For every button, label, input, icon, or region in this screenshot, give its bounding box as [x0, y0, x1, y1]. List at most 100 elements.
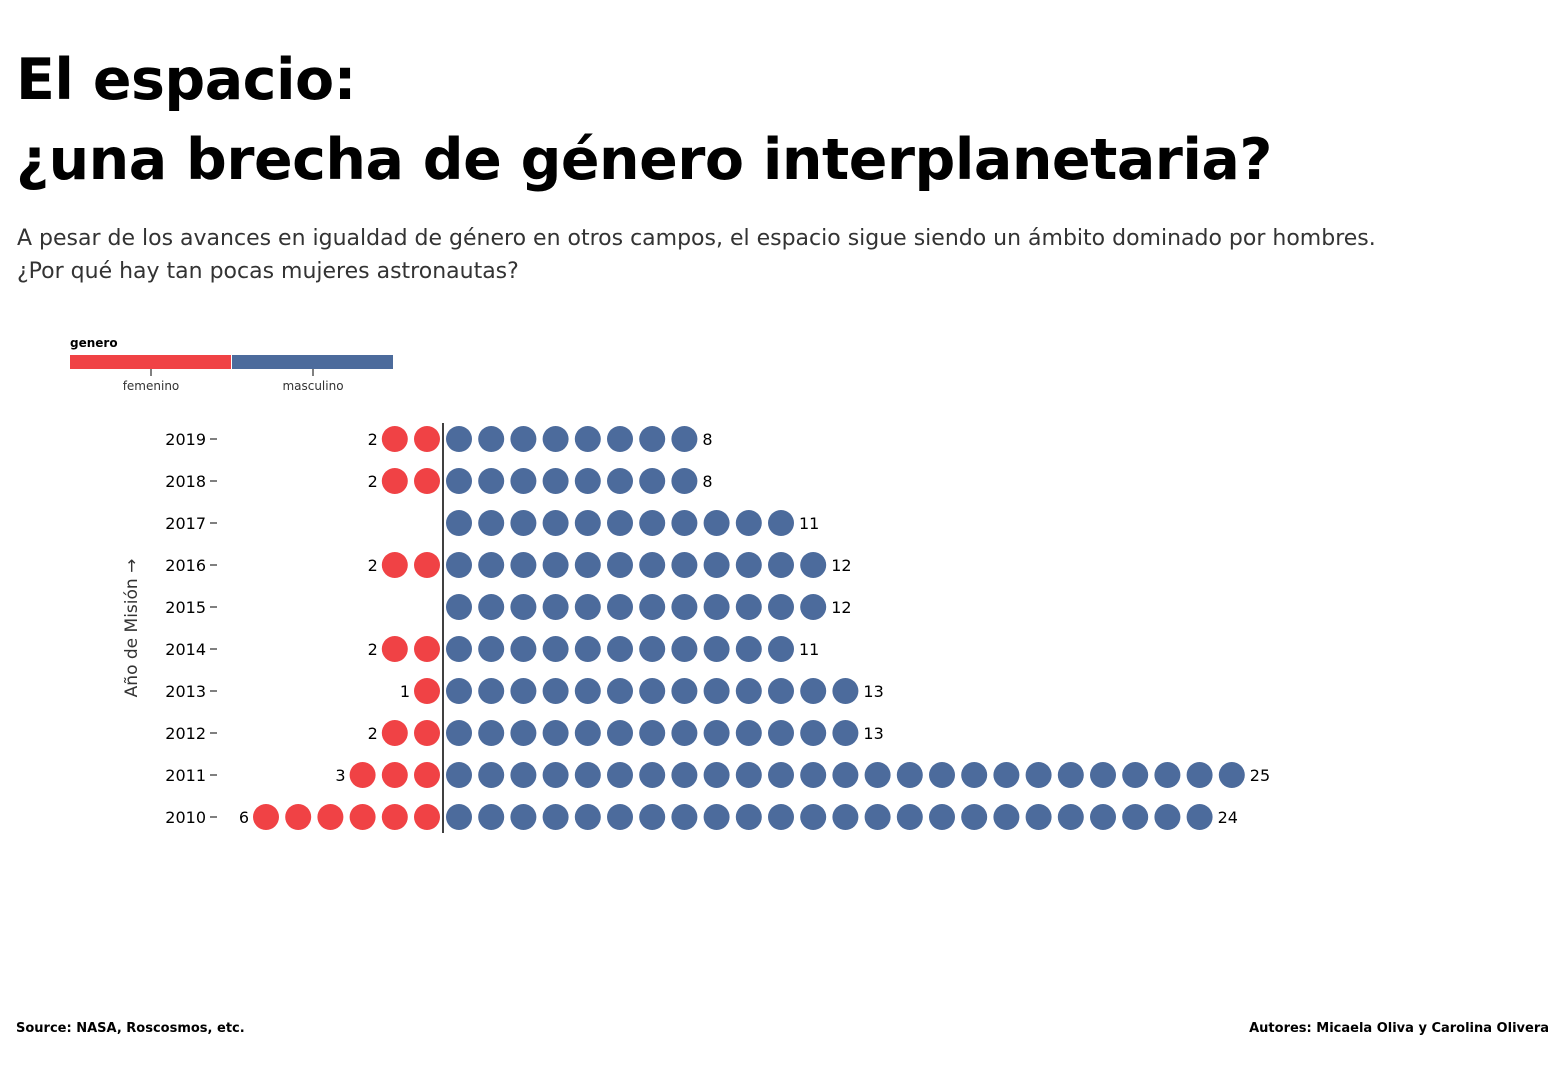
- dot-masculino: [671, 468, 698, 494]
- dot-femenino: [381, 426, 408, 452]
- dot-masculino: [703, 720, 730, 746]
- y-tick-label: 2019: [165, 430, 206, 449]
- dot-masculino: [446, 720, 472, 746]
- dot-masculino: [832, 804, 859, 830]
- data-label-femenino: 2: [368, 640, 378, 659]
- data-label-masculino: 11: [799, 514, 819, 533]
- dot-masculino: [542, 762, 569, 788]
- dot-masculino: [832, 762, 859, 788]
- data-label-masculino: 25: [1250, 766, 1270, 785]
- dot-masculino: [671, 636, 698, 662]
- dot-masculino: [703, 804, 730, 830]
- data-label-femenino: 6: [239, 808, 249, 827]
- dot-femenino: [414, 552, 440, 578]
- data-label-masculino: 13: [863, 724, 883, 743]
- dot-masculino: [671, 426, 698, 452]
- dot-masculino: [542, 678, 569, 704]
- y-tick-label: 2014: [165, 640, 206, 659]
- dot-masculino: [446, 594, 472, 620]
- dot-masculino: [929, 762, 955, 788]
- dot-chart: genero femenino masculino 2019 2 8 2018 2 8 2017 1…: [70, 336, 1270, 833]
- dot-masculino: [768, 510, 794, 536]
- dot-masculino: [607, 594, 633, 620]
- dot-masculino: [896, 804, 923, 830]
- dot-masculino: [864, 762, 891, 788]
- dot-femenino: [381, 468, 408, 494]
- dot-masculino: [1090, 762, 1116, 788]
- dot-masculino: [1057, 804, 1084, 830]
- y-tick-label: 2010: [165, 808, 206, 827]
- dot-masculino: [768, 552, 794, 578]
- dot-masculino: [542, 720, 569, 746]
- dot-masculino: [1218, 762, 1245, 788]
- dot-masculino: [542, 804, 569, 830]
- dot-masculino: [446, 426, 472, 452]
- dot-masculino: [671, 510, 698, 536]
- dot-masculino: [735, 510, 762, 536]
- dot-masculino: [478, 636, 505, 662]
- page-title: El espacio: ¿una brecha de género interp…: [16, 40, 1272, 200]
- dot-masculino: [446, 468, 472, 494]
- dot-masculino: [510, 678, 537, 704]
- dot-masculino: [639, 594, 666, 620]
- data-label-masculino: 8: [702, 472, 712, 491]
- dot-masculino: [574, 594, 601, 620]
- dot-masculino: [446, 636, 472, 662]
- dot-masculino: [961, 762, 988, 788]
- dot-masculino: [607, 510, 633, 536]
- dot-masculino: [446, 804, 472, 830]
- y-tick-label: 2018: [165, 472, 206, 491]
- dot-masculino: [993, 804, 1020, 830]
- legend-swatch-masculino: [232, 355, 393, 369]
- legend-label-masculino: masculino: [282, 379, 343, 393]
- data-label-femenino: 3: [335, 766, 345, 785]
- dot-masculino: [735, 678, 762, 704]
- dot-masculino: [542, 510, 569, 536]
- dot-masculino: [607, 552, 633, 578]
- authors-note: Autores: Micaela Oliva y Carolina Oliver…: [1249, 1021, 1549, 1036]
- dot-masculino: [639, 636, 666, 662]
- dot-femenino: [414, 426, 440, 452]
- dot-masculino: [639, 426, 666, 452]
- dot-femenino: [381, 762, 408, 788]
- dot-femenino: [414, 636, 440, 662]
- dot-masculino: [768, 804, 794, 830]
- dot-masculino: [510, 510, 537, 536]
- dot-masculino: [574, 468, 601, 494]
- dot-masculino: [1122, 762, 1149, 788]
- dot-masculino: [478, 426, 505, 452]
- dot-masculino: [800, 762, 827, 788]
- dot-masculino: [671, 804, 698, 830]
- y-tick-label: 2011: [165, 766, 206, 785]
- dot-masculino: [961, 804, 988, 830]
- dot-masculino: [703, 636, 730, 662]
- dot-masculino: [735, 636, 762, 662]
- dot-masculino: [703, 762, 730, 788]
- dot-masculino: [800, 804, 827, 830]
- dot-masculino: [607, 804, 633, 830]
- dot-masculino: [896, 762, 923, 788]
- legend-swatch-femenino: [70, 355, 231, 369]
- data-label-masculino: 8: [702, 430, 712, 449]
- dot-masculino: [671, 678, 698, 704]
- dot-masculino: [703, 552, 730, 578]
- dot-masculino: [1154, 804, 1181, 830]
- dot-masculino: [478, 552, 505, 578]
- dot-masculino: [510, 720, 537, 746]
- dot-masculino: [542, 426, 569, 452]
- data-label-femenino: 2: [368, 724, 378, 743]
- dot-masculino: [574, 804, 601, 830]
- dot-masculino: [768, 720, 794, 746]
- dot-masculino: [510, 762, 537, 788]
- dot-masculino: [1154, 762, 1181, 788]
- dot-masculino: [929, 804, 955, 830]
- y-tick-label: 2015: [165, 598, 206, 617]
- dot-masculino: [735, 552, 762, 578]
- dot-masculino: [478, 762, 505, 788]
- dot-femenino: [349, 762, 376, 788]
- y-axis-label: Año de Misión →: [122, 559, 142, 698]
- dot-masculino: [703, 594, 730, 620]
- dot-masculino: [478, 720, 505, 746]
- dot-masculino: [768, 762, 794, 788]
- dot-femenino: [414, 468, 440, 494]
